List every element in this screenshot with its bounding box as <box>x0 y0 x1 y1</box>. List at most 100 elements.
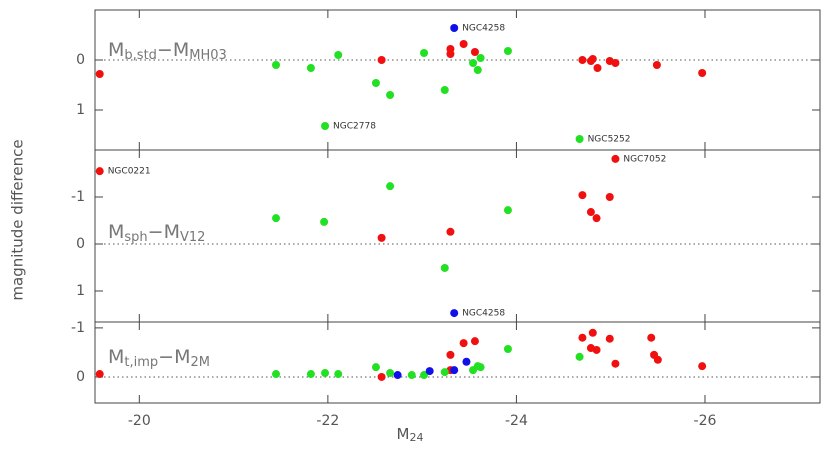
panel-title: Mb,std−MMH03 <box>108 39 227 63</box>
point <box>306 64 315 72</box>
point <box>575 135 584 143</box>
x-label-part: M <box>397 425 410 443</box>
point <box>440 86 449 94</box>
point <box>371 79 380 87</box>
point <box>321 369 330 378</box>
point <box>320 217 329 226</box>
point <box>592 345 601 354</box>
point-label: NGC4258 <box>462 24 505 34</box>
x-label-part: 24 <box>409 431 423 444</box>
panel-frame <box>94 9 821 151</box>
x-tick-label: -22 <box>316 413 339 429</box>
title-part: −M <box>148 221 180 243</box>
title-part: MH03 <box>189 48 227 63</box>
point <box>450 366 459 375</box>
point <box>377 233 386 242</box>
point <box>450 309 459 318</box>
point <box>503 345 512 353</box>
point-label: NGC2778 <box>333 122 376 132</box>
point <box>321 122 330 130</box>
point <box>578 333 587 342</box>
point <box>611 59 620 67</box>
point <box>446 50 455 58</box>
panel-frame <box>94 321 821 404</box>
point <box>95 167 104 176</box>
point <box>371 363 380 372</box>
title-part: 2M <box>191 355 211 370</box>
point <box>386 91 395 99</box>
point-label: NGC4258 <box>462 309 505 319</box>
point <box>272 370 281 379</box>
x-tick-label: -24 <box>505 413 528 429</box>
point <box>503 47 512 55</box>
point <box>386 369 395 378</box>
x-tick-label: -26 <box>694 413 717 429</box>
point <box>476 54 485 62</box>
point <box>393 371 402 380</box>
panel-title: Msph−MV12 <box>108 221 205 245</box>
point <box>588 328 597 337</box>
panel-title: Mt,imp−M2M <box>108 346 210 370</box>
title-part: −M <box>157 39 189 61</box>
point <box>605 334 614 343</box>
y-tick-label: 1 <box>76 102 85 118</box>
point <box>698 362 707 371</box>
title-part: t,imp <box>124 355 158 370</box>
point <box>446 227 455 236</box>
title-part: sph <box>124 230 147 245</box>
point <box>420 49 429 57</box>
point <box>386 182 395 191</box>
x-tick-label: -20 <box>128 413 151 429</box>
point <box>503 206 512 215</box>
y-tick-label: 0 <box>76 52 85 68</box>
point <box>470 48 479 56</box>
y-tick-label: 0 <box>76 369 85 385</box>
point <box>469 59 478 67</box>
y-tick-label: -1 <box>71 320 85 336</box>
point <box>306 370 315 379</box>
point <box>377 56 386 64</box>
point <box>473 66 482 74</box>
title-part: M <box>108 39 124 61</box>
y-tick-label: 0 <box>76 236 85 252</box>
point-label: NGC7052 <box>623 154 666 164</box>
point <box>586 208 595 217</box>
title-part: −M <box>158 346 190 368</box>
point <box>470 337 479 346</box>
point <box>459 40 468 48</box>
point <box>611 154 620 163</box>
title-part: M <box>108 221 124 243</box>
x-axis-label: M24 <box>397 425 424 445</box>
point <box>440 368 449 377</box>
point <box>420 371 429 380</box>
point <box>611 359 620 368</box>
point <box>272 61 281 69</box>
point <box>334 51 343 59</box>
point <box>462 357 471 366</box>
title-part: V12 <box>180 230 205 245</box>
point <box>377 372 386 381</box>
point <box>95 370 104 379</box>
point <box>592 214 601 223</box>
point <box>698 69 707 77</box>
point <box>653 355 662 364</box>
point <box>446 350 455 359</box>
point <box>605 192 614 201</box>
title-part: b,std <box>124 48 157 63</box>
point <box>593 64 602 72</box>
point <box>459 339 468 348</box>
point <box>425 367 434 376</box>
point <box>95 70 104 78</box>
point <box>272 214 281 223</box>
point <box>334 370 343 379</box>
point <box>476 363 485 372</box>
point-label: NGC0221 <box>108 167 151 177</box>
point <box>578 191 587 200</box>
point <box>588 55 597 63</box>
y-axis-label: magnitude difference <box>9 139 27 300</box>
point <box>647 333 656 342</box>
point <box>440 263 449 272</box>
y-tick-label: 1 <box>76 283 85 299</box>
title-part: M <box>108 346 124 368</box>
